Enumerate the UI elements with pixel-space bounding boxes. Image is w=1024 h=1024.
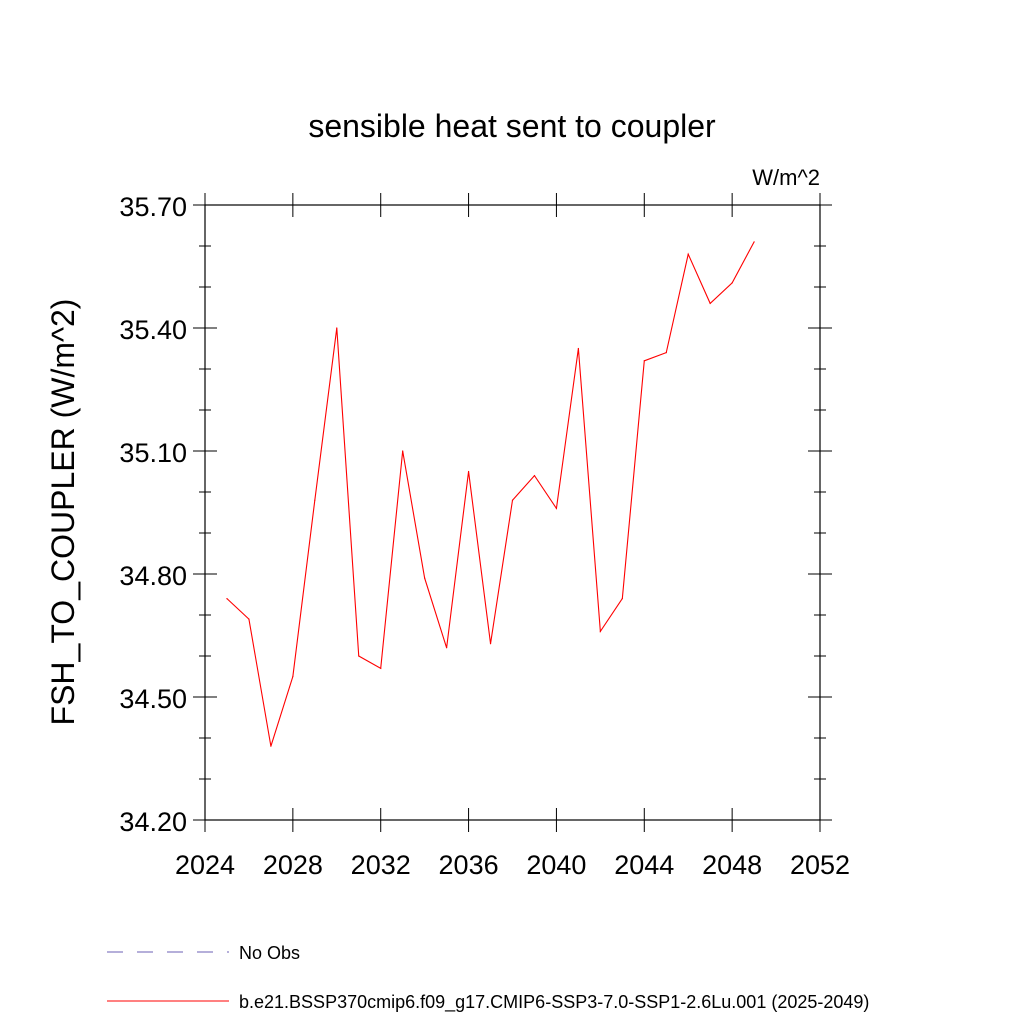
y-tick-label: 35.40 (119, 315, 187, 345)
x-tick-label: 2028 (263, 850, 323, 880)
legend-label: No Obs (239, 943, 300, 963)
y-tick-label: 34.50 (119, 684, 187, 714)
data-point (292, 675, 294, 678)
data-point (248, 618, 250, 620)
x-tick-label: 2036 (439, 850, 499, 880)
series-line (226, 241, 755, 747)
x-tick-label: 2044 (614, 850, 674, 880)
chart-title: sensible heat sent to coupler (308, 108, 716, 144)
x-tick-label: 2048 (702, 850, 762, 880)
units-label: W/m^2 (752, 165, 820, 190)
data-point (753, 241, 755, 243)
data-point (643, 360, 645, 362)
data-point (621, 598, 623, 600)
x-axis-ticks: 2024 2028 2032 2036 2040 2044 2048 2052 (175, 193, 850, 880)
legend-label: b.e21.BSSP370cmip6.f09_g17.CMIP6-SSP3-7.… (239, 992, 869, 1013)
y-axis-ticks: 34.20 34.50 34.80 35.10 35.40 35.70 (119, 192, 832, 837)
data-point (533, 475, 536, 477)
data-point (336, 327, 338, 329)
x-tick-label: 2052 (790, 850, 850, 880)
plot-frame (204, 204, 821, 821)
data-point (467, 470, 470, 473)
data-point (665, 352, 667, 354)
y-tick-label: 34.20 (119, 807, 187, 837)
data-point (226, 598, 228, 600)
data-point (424, 577, 426, 579)
data-point (731, 282, 733, 284)
data-point (358, 655, 360, 657)
data-point (687, 253, 689, 255)
x-tick-label: 2032 (351, 850, 411, 880)
data-point (270, 745, 272, 747)
series-layer (226, 241, 755, 747)
data-point (555, 507, 558, 509)
data-point (446, 647, 448, 649)
y-tick-label: 34.80 (119, 561, 187, 591)
x-tick-label: 2040 (526, 850, 586, 880)
y-tick-label: 35.70 (119, 192, 187, 222)
data-point (489, 643, 492, 645)
data-point (402, 450, 404, 452)
legend: No Obs b.e21.BSSP370cmip6.f09_g17.CMIP6-S… (107, 943, 869, 1013)
y-tick-label: 35.10 (119, 438, 187, 468)
x-tick-label: 2024 (175, 850, 235, 880)
data-point (577, 347, 579, 350)
data-point (709, 302, 711, 304)
data-point (314, 499, 316, 501)
data-point (380, 667, 382, 669)
data-point (599, 630, 601, 633)
y-axis-label: FSH_TO_COUPLER (W/m^2) (45, 299, 81, 726)
data-point (511, 499, 514, 501)
